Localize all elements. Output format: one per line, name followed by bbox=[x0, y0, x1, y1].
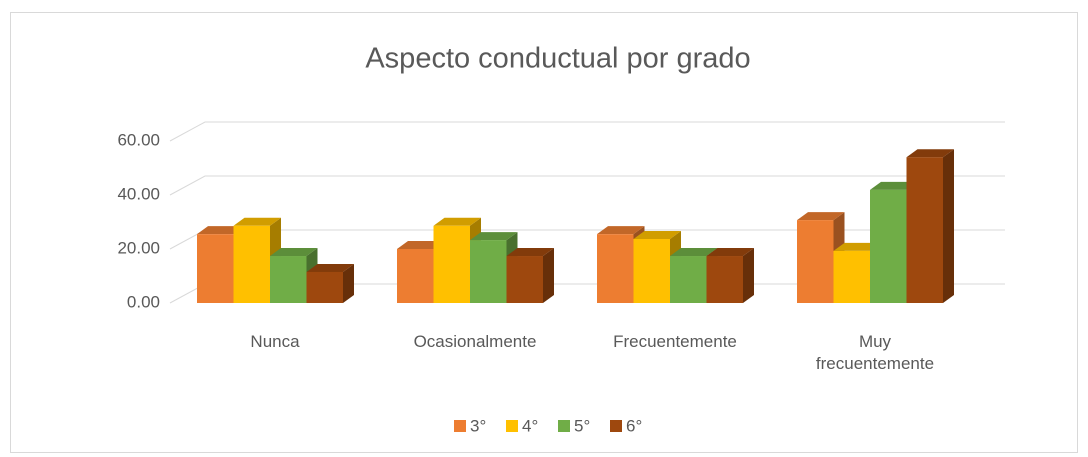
bar-side bbox=[343, 263, 354, 303]
bar bbox=[306, 263, 354, 303]
bar-front bbox=[397, 249, 434, 303]
y-tick-label: 0.00 bbox=[127, 292, 160, 311]
bar-front bbox=[870, 189, 907, 303]
bar bbox=[706, 248, 754, 303]
bar-top bbox=[397, 241, 445, 249]
x-tick-label: Nunca bbox=[250, 332, 300, 351]
grid-line bbox=[169, 175, 1005, 196]
bar-top bbox=[670, 248, 718, 257]
bar-side bbox=[743, 248, 754, 303]
bar-front bbox=[433, 225, 470, 303]
legend-swatch bbox=[558, 420, 570, 432]
legend-label: 5° bbox=[574, 416, 590, 435]
bar-top bbox=[506, 248, 554, 257]
bar-front bbox=[597, 234, 634, 303]
bar bbox=[906, 149, 954, 303]
y-tick-label: 60.00 bbox=[117, 130, 160, 149]
legend-swatch bbox=[610, 420, 622, 432]
chart-title: Aspecto conductual por grado bbox=[365, 43, 750, 75]
bar-top bbox=[833, 242, 881, 251]
legend-label: 6° bbox=[626, 416, 642, 435]
bar-front bbox=[670, 256, 707, 303]
bar-front bbox=[633, 239, 670, 303]
bar-top bbox=[306, 263, 354, 272]
grid-line bbox=[169, 121, 1005, 142]
x-tick-label: Muy frecuentemente bbox=[815, 332, 935, 373]
bar-top bbox=[470, 232, 518, 241]
bar-top bbox=[197, 226, 245, 235]
bar-front bbox=[306, 271, 343, 303]
legend-swatch bbox=[506, 420, 518, 432]
bar-front bbox=[797, 220, 834, 303]
bar-front bbox=[833, 250, 870, 303]
y-tick-label: 20.00 bbox=[117, 238, 160, 257]
bar-top bbox=[706, 248, 754, 257]
bar-front bbox=[233, 225, 270, 303]
legend-swatch bbox=[454, 420, 466, 432]
bar-front bbox=[906, 157, 943, 303]
bar-top bbox=[870, 181, 918, 190]
bar bbox=[270, 248, 318, 303]
legend-label: 4° bbox=[522, 416, 538, 435]
bar-top bbox=[433, 217, 481, 226]
bar-front bbox=[506, 256, 543, 303]
bar-top bbox=[233, 217, 281, 226]
bar-top bbox=[633, 231, 681, 240]
bar-top bbox=[597, 226, 645, 235]
x-tick-label: Ocasionalmente bbox=[413, 332, 537, 351]
bar-front bbox=[197, 234, 234, 303]
y-tick-label: 40.00 bbox=[117, 184, 160, 203]
bar-side bbox=[943, 149, 954, 303]
bar bbox=[506, 248, 554, 303]
bar-top bbox=[797, 212, 845, 221]
legend-label: 3° bbox=[470, 416, 486, 435]
bar-front bbox=[706, 256, 743, 303]
bar-front bbox=[270, 256, 307, 303]
bar-top bbox=[270, 248, 318, 257]
bar-front bbox=[470, 240, 507, 303]
bar-top bbox=[906, 149, 954, 158]
x-tick-label: Frecuentemente bbox=[613, 332, 737, 351]
bar-side bbox=[543, 248, 554, 303]
